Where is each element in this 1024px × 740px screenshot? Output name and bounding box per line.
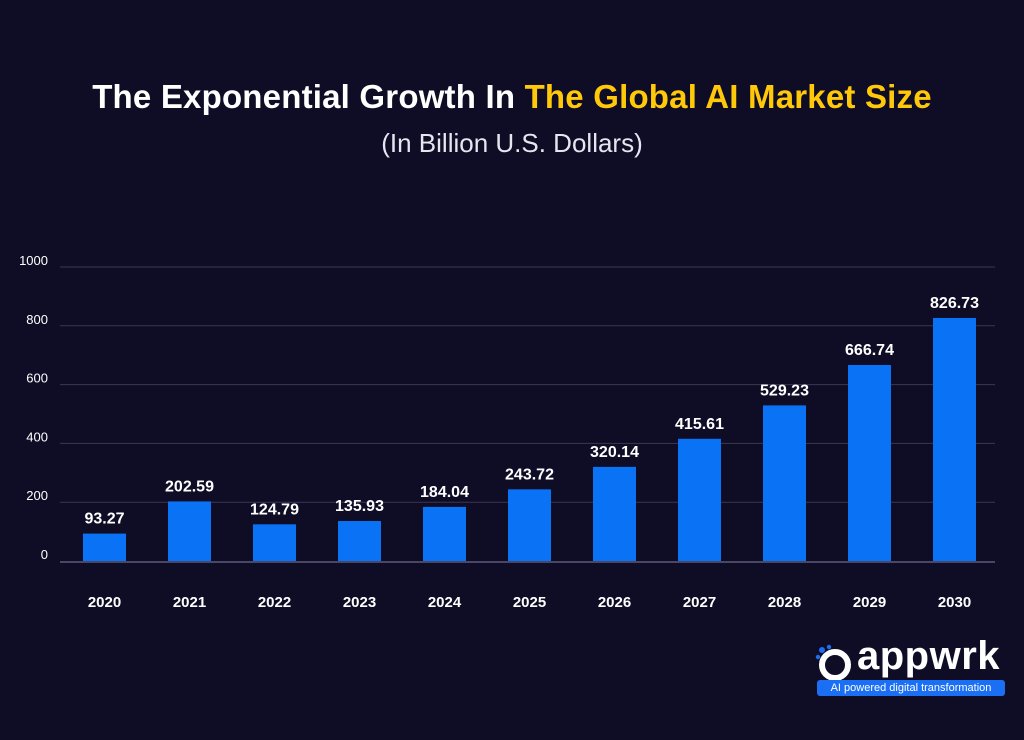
x-tick-label: 2023: [343, 594, 376, 611]
bar: [338, 521, 381, 561]
bar: [83, 533, 126, 561]
x-tick-label: 2021: [173, 594, 206, 611]
x-tick-label: 2029: [853, 594, 886, 611]
data-label: 666.74: [845, 342, 894, 359]
y-tick-label: 400: [26, 429, 48, 444]
x-tick-label: 2026: [598, 594, 631, 611]
bar: [678, 438, 721, 561]
x-tick-label: 2030: [938, 594, 971, 611]
bar: [423, 506, 466, 561]
y-tick-label: 800: [26, 312, 48, 327]
data-label: 529.23: [760, 382, 809, 399]
data-label: 320.14: [590, 444, 639, 461]
data-label: 202.59: [165, 478, 214, 495]
data-label: 184.04: [420, 484, 469, 501]
x-tick-label: 2027: [683, 594, 716, 611]
x-tick-label: 2024: [428, 594, 462, 611]
bar: [763, 405, 806, 561]
data-label: 826.73: [930, 295, 979, 312]
bar: [508, 489, 551, 561]
x-tick-label: 2025: [513, 594, 546, 611]
y-tick-label: 600: [26, 371, 48, 386]
chart-title: The Exponential Growth In The Global AI …: [0, 78, 1024, 116]
x-tick-label: 2022: [258, 594, 291, 611]
data-label: 93.27: [84, 511, 124, 528]
bar: [933, 317, 976, 561]
x-tick-label: 2020: [88, 594, 121, 611]
appwrk-logo: appwrk AI powered digital transformation: [815, 634, 1007, 698]
bar: [848, 364, 891, 561]
bar: [253, 524, 296, 561]
y-tick-label: 1000: [19, 253, 48, 268]
appwrk-logo-tagline: AI powered digital transformation: [817, 680, 1005, 696]
x-tick-label: 2028: [768, 594, 801, 611]
y-tick-label: 200: [26, 488, 48, 503]
bar: [168, 501, 211, 561]
data-label: 124.79: [250, 501, 299, 518]
y-tick-label: 0: [41, 547, 48, 562]
chart-subtitle: (In Billion U.S. Dollars): [381, 128, 643, 158]
bar: [593, 466, 636, 561]
data-label: 243.72: [505, 466, 554, 483]
appwrk-logo-wordmark: appwrk: [857, 634, 1001, 678]
chart-title-part1: The Exponential Growth In: [92, 78, 525, 115]
chart-title-highlight: The Global AI Market Size: [524, 78, 932, 115]
data-label: 415.61: [675, 416, 724, 433]
data-label: 135.93: [335, 498, 384, 515]
appwrk-logo-icon: [815, 644, 851, 680]
